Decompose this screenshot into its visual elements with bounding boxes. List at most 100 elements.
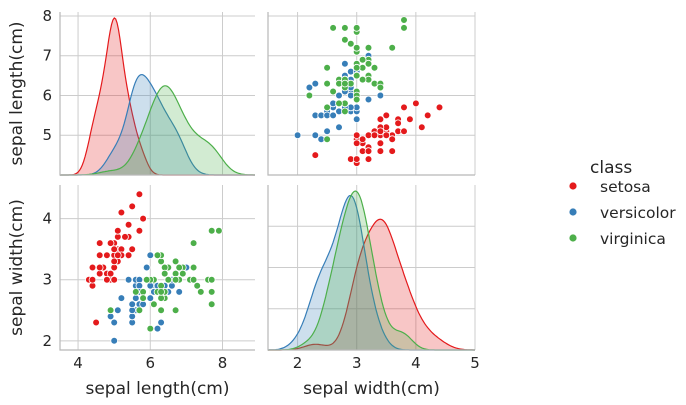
point-versicolor — [376, 91, 385, 100]
point-setosa — [128, 245, 137, 254]
point-virginica — [352, 24, 361, 32]
point-setosa — [139, 214, 147, 223]
point-virginica — [157, 294, 165, 302]
point-setosa — [88, 263, 97, 272]
point-virginica — [358, 55, 367, 64]
point-versicolor — [157, 318, 165, 327]
ytick-label: 5 — [42, 126, 52, 144]
legend-item-versicolor: versicolor — [568, 204, 676, 222]
point-virginica — [352, 63, 361, 72]
point-versicolor — [146, 251, 155, 260]
point-versicolor — [335, 91, 343, 100]
point-setosa — [124, 220, 133, 229]
axis-spine — [59, 12, 255, 176]
point-virginica — [323, 135, 331, 144]
y-axis-label: sepal length(cm) — [7, 21, 27, 165]
point-setosa — [352, 155, 361, 163]
ytick-label: 4 — [42, 210, 52, 228]
x-axis-label: sepal length(cm) — [85, 379, 229, 399]
xtick-label: 4 — [73, 354, 83, 372]
point-setosa — [95, 239, 104, 247]
point-virginica — [335, 99, 343, 108]
point-virginica — [135, 306, 144, 315]
point-virginica — [106, 306, 115, 315]
point-virginica — [175, 263, 184, 272]
legend: class setosa versicolor virginica — [568, 158, 676, 248]
legend-label-setosa: setosa — [600, 178, 651, 196]
ytick-label: 8 — [42, 7, 52, 25]
legend-marker-virginica — [568, 233, 578, 243]
axis-spine — [59, 185, 255, 351]
point-virginica — [323, 63, 331, 72]
point-setosa — [376, 139, 385, 148]
kde-fill-versicolor — [268, 195, 475, 350]
kde-fill-virginica — [268, 191, 475, 350]
legend-item-setosa: setosa — [568, 178, 651, 196]
point-versicolor — [124, 275, 133, 284]
kde-fill-virginica — [60, 85, 255, 175]
point-setosa — [103, 275, 111, 284]
panel-sepal-length-kde: 5 6 7 8 sepal length(cm) — [7, 7, 255, 176]
point-virginica — [400, 24, 408, 32]
point-setosa — [388, 147, 397, 155]
panel-sepal-width-kde: 2 3 4 5 sepal width(cm) — [267, 185, 480, 399]
point-setosa — [412, 99, 420, 108]
point-virginica — [157, 306, 165, 315]
point-virginica — [153, 251, 162, 260]
legend-title: class — [590, 158, 632, 178]
point-virginica — [207, 227, 216, 235]
point-versicolor — [153, 324, 162, 333]
point-setosa — [376, 127, 385, 136]
y-axis-label: sepal width(cm) — [7, 199, 27, 336]
point-setosa — [135, 227, 144, 235]
legend-label-virginica: virginica — [600, 230, 666, 248]
point-setosa — [370, 131, 379, 140]
panel-width-vs-length-scatter: 2 3 4 4 6 8 sepal width(cm) sepal length(cm) — [7, 185, 255, 399]
point-setosa — [394, 119, 402, 128]
point-setosa — [106, 269, 115, 278]
point-setosa — [423, 111, 432, 120]
xtick-label: 6 — [146, 354, 156, 372]
point-virginica — [171, 257, 180, 266]
legend-marker-versicolor — [568, 207, 578, 217]
point-virginica — [207, 300, 216, 309]
point-setosa — [106, 239, 115, 247]
point-versicolor — [293, 131, 302, 140]
point-virginica — [358, 75, 367, 84]
point-virginica — [352, 95, 361, 104]
point-versicolor — [341, 59, 349, 68]
axis-spine — [267, 185, 475, 351]
point-virginica — [352, 71, 361, 80]
axis-spine — [267, 12, 475, 176]
point-virginica — [132, 288, 140, 296]
legend-label-versicolor: versicolor — [600, 204, 676, 222]
point-virginica — [207, 275, 216, 284]
ytick-label: 3 — [42, 271, 52, 289]
point-virginica — [207, 288, 216, 296]
point-versicolor — [364, 95, 373, 104]
point-setosa — [400, 127, 408, 136]
kde-line-setosa — [268, 218, 475, 351]
point-versicolor — [175, 288, 184, 296]
point-virginica — [341, 35, 349, 44]
point-virginica — [388, 43, 397, 52]
point-versicolor — [311, 79, 320, 88]
point-virginica — [189, 263, 198, 272]
point-versicolor — [114, 306, 122, 315]
point-virginica — [364, 43, 373, 52]
point-virginica — [341, 107, 349, 116]
point-setosa — [124, 251, 133, 260]
xtick-label: 5 — [470, 354, 480, 372]
xtick-label: 3 — [352, 354, 362, 372]
point-virginica — [376, 83, 385, 92]
point-virginica — [142, 275, 151, 284]
point-setosa — [95, 251, 104, 260]
point-versicolor — [323, 127, 331, 136]
point-virginica — [329, 24, 337, 32]
point-setosa — [388, 135, 397, 144]
point-virginica — [157, 288, 165, 296]
point-virginica — [400, 16, 408, 24]
ytick-label: 7 — [42, 47, 52, 65]
point-setosa — [103, 251, 111, 260]
